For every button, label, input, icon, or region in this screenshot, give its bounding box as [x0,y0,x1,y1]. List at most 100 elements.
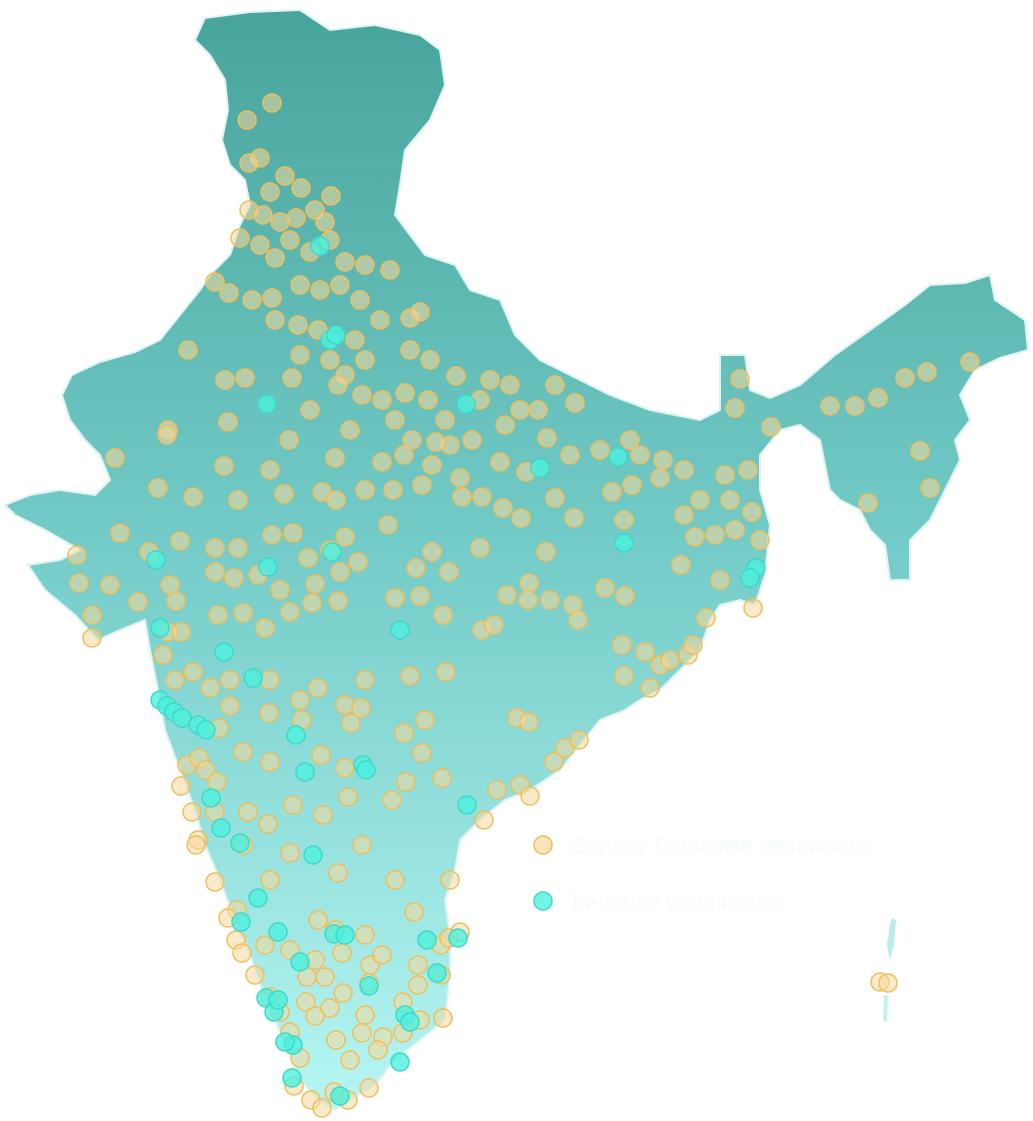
franchise-technician-marker [385,870,405,890]
franchise-technician-marker [105,448,125,468]
franchise-technician-marker [396,772,416,792]
franchise-technician-marker [858,493,878,513]
franchise-technician-marker [472,487,492,507]
inhouse-technician-marker [303,845,323,865]
franchise-technician-marker [270,212,290,232]
franchise-technician-marker [335,695,355,715]
franchise-technician-marker [178,340,198,360]
inhouse-technician-marker [295,762,315,782]
franchise-technician-marker [614,666,634,686]
inhouse-technician-marker [196,720,216,740]
franchise-technician-marker [260,870,280,890]
franchise-technician-marker [528,400,548,420]
franchise-technician-marker [674,505,694,525]
franchise-technician-marker [260,670,280,690]
franchise-technician-marker [484,615,504,635]
franchise-technician-marker [415,710,435,730]
franchise-technician-marker [348,552,368,572]
franchise-technician-marker [402,430,422,450]
franchise-technician-marker [265,310,285,330]
franchise-technician-marker [320,998,340,1018]
inhouse-technician-marker [359,976,379,996]
franchise-technician-marker [326,1030,346,1050]
franchise-technician-marker [182,802,202,822]
franchise-technician-marker [690,490,710,510]
franchise-technician-marker [725,398,745,418]
franchise-technician-marker [219,283,239,303]
legend-swatch-inhouse [533,891,553,911]
franchise-technician-marker [544,752,564,772]
inhouse-technician-marker [243,668,263,688]
inhouse-technician-marker [400,1012,420,1032]
inhouse-technician-marker [201,788,221,808]
franchise-technician-marker [352,835,372,855]
inhouse-technician-marker [740,568,760,588]
franchise-technician-marker [372,452,392,472]
franchise-technician-marker [630,445,650,465]
franchise-technician-marker [497,585,517,605]
franchise-technician-marker [378,515,398,535]
franchise-technician-marker [315,967,335,987]
franchise-technician-marker [262,93,282,113]
franchise-technician-marker [917,362,937,382]
franchise-technician-marker [490,452,510,472]
inhouse-technician-marker [326,325,346,345]
franchise-technician-marker [220,696,240,716]
franchise-technician-marker [450,468,470,488]
franchise-technician-marker [410,586,430,606]
franchise-technician-marker [308,678,328,698]
franchise-technician-marker [640,678,660,698]
franchise-technician-marker [165,670,185,690]
franchise-technician-marker [560,445,580,465]
franchise-technician-marker [183,487,203,507]
franchise-technician-marker [355,670,375,690]
franchise-markers [67,93,980,1118]
franchise-technician-marker [148,478,168,498]
franchise-technician-marker [493,498,513,518]
franchise-technician-marker [238,802,258,822]
franchise-technician-marker [228,538,248,558]
franchise-technician-marker [400,666,420,686]
inhouse-technician-marker [335,925,355,945]
franchise-technician-marker [520,786,540,806]
franchise-technician-marker [750,530,770,550]
inhouse-technician-marker [146,550,166,570]
franchise-technician-marker [218,412,238,432]
franchise-technician-marker [321,186,341,206]
franchise-technician-marker [382,790,402,810]
franchise-technician-marker [320,350,340,370]
franchise-technician-marker [742,502,762,522]
franchise-technician-marker [233,742,253,762]
franchise-technician-marker [205,872,225,892]
franchise-technician-marker [262,288,282,308]
franchise-technician-marker [395,383,415,403]
franchise-technician-marker [540,590,560,610]
franchise-technician-marker [224,568,244,588]
inhouse-technician-marker [282,1068,302,1088]
legend-swatch-franchise [533,835,553,855]
franchise-technician-marker [283,523,303,543]
inhouse-technician-marker [390,620,410,640]
franchise-technician-marker [313,805,333,825]
franchise-technician-marker [355,255,375,275]
franchise-technician-marker [653,450,673,470]
franchise-technician-marker [255,935,275,955]
inhouse-technician-marker [214,642,234,662]
franchise-technician-marker [283,795,303,815]
franchise-technician-marker [595,578,615,598]
franchise-technician-marker [355,480,375,500]
franchise-technician-marker [100,575,120,595]
inhouse-technician-marker [322,542,342,562]
franchise-technician-marker [205,538,225,558]
inhouse-technician-marker [230,833,250,853]
franchise-technician-marker [674,460,694,480]
franchise-technician-marker [335,252,355,272]
franchise-technician-marker [170,531,190,551]
franchise-technician-marker [315,212,335,232]
franchise-technician-marker [368,1040,388,1060]
franchise-technician-marker [279,430,299,450]
franchise-technician-marker [328,375,348,395]
franchise-technician-marker [569,730,589,750]
franchise-technician-marker [355,350,375,370]
